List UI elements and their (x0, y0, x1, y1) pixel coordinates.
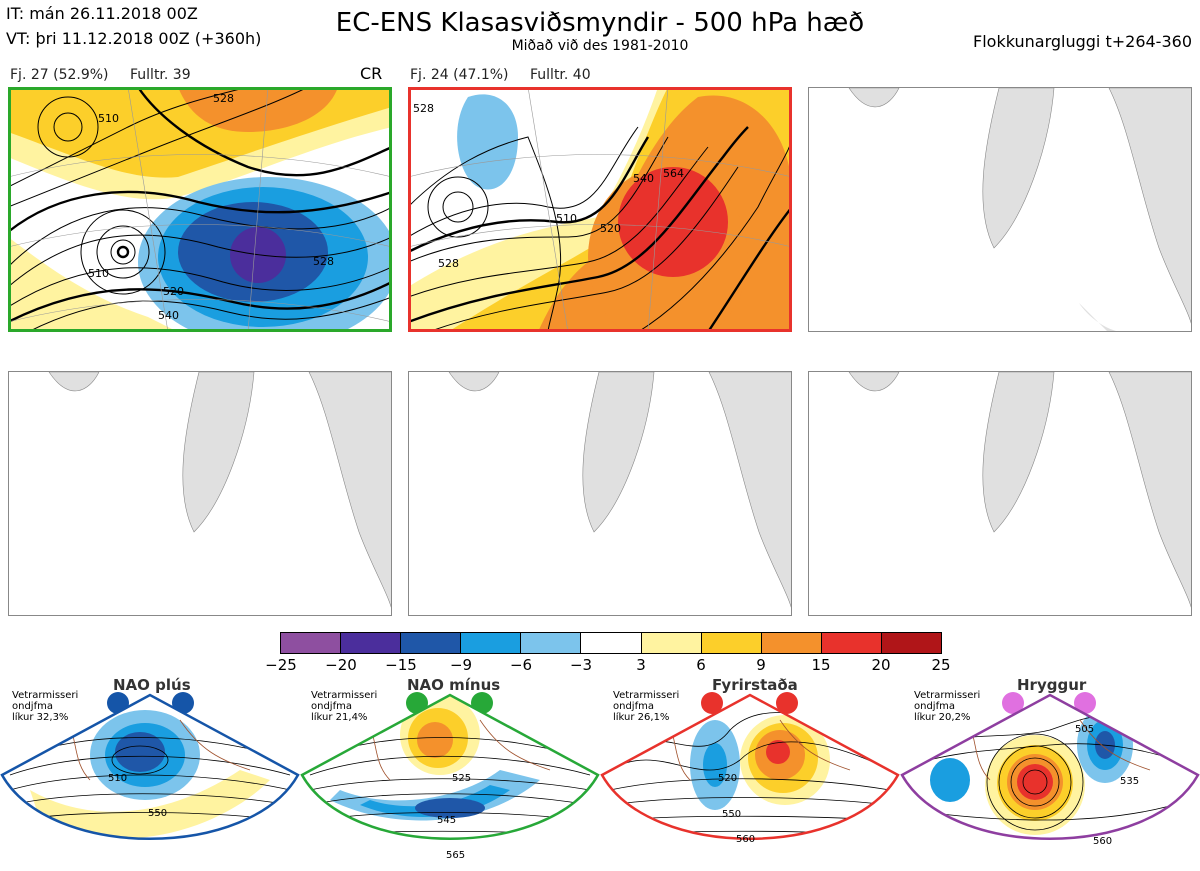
regime2-map: 525 545 565 (300, 693, 600, 861)
map-background (448, 372, 791, 608)
map-background (848, 372, 1191, 608)
colorbar-tick-label: −20 (325, 656, 357, 674)
valid-time: VT: þri 11.12.2018 00Z (+360h) (6, 29, 262, 48)
empty-map-panel (408, 371, 792, 616)
contour-label: 510 (556, 212, 577, 225)
colorbar-tick-label: −3 (569, 656, 593, 674)
colorbar-tick-label: 6 (696, 656, 706, 674)
colorbar-swatch (520, 633, 581, 653)
contour-label: 525 (452, 773, 471, 784)
contour-label: 520 (163, 285, 184, 298)
regime1-title: NAO plús (113, 676, 191, 694)
contour-label: 540 (158, 309, 179, 322)
colorbar-tick-label: 25 (931, 656, 951, 674)
regime4-marker (1074, 692, 1096, 714)
regime2-title: NAO mínus (407, 676, 501, 694)
cluster1-representative: Fulltr. 39 (130, 67, 191, 83)
regime2-probability: líkur 21,4% (311, 712, 368, 723)
colorbar-swatch (700, 633, 761, 653)
colorbar-swatch (460, 633, 521, 653)
colorbar-tick-label: −15 (385, 656, 417, 674)
colorbar-tick-label: 3 (636, 656, 646, 674)
cluster2-count: Fj. 24 (47.1%) (410, 67, 509, 83)
regime3-map: 520 550 560 (600, 693, 900, 845)
regime4-marker (1002, 692, 1024, 714)
regime1-probability: líkur 32,3% (12, 712, 69, 723)
colorbar-swatch (820, 633, 881, 653)
regime1-season: Vetrarmisseri (12, 690, 79, 701)
page-subtitle: Miðað við des 1981-2010 (511, 38, 689, 54)
empty-map-panel (808, 371, 1192, 616)
regime3-season: Vetrarmisseri (613, 690, 680, 701)
page-title: EC-ENS Klasasviðsmyndir - 500 hPa hæð (335, 8, 865, 38)
regime1-map: 510 550 (0, 693, 300, 840)
regime4-months: ondjfma (914, 701, 955, 712)
contour-label: 564 (663, 167, 684, 180)
contour-label: 565 (446, 850, 465, 861)
contour-label: 505 (1075, 724, 1094, 735)
colorbar-tick-label: 20 (871, 656, 891, 674)
map-background (48, 372, 391, 608)
anomaly-positive-strong (178, 87, 338, 132)
contour-label: 550 (722, 809, 741, 820)
regime4-title: Hryggur (1017, 676, 1087, 694)
classification-window: Flokkunargluggi t+264-360 (973, 32, 1192, 51)
colorbar-swatch (580, 633, 641, 653)
cluster1-regime-code: CR (360, 64, 383, 83)
regime3-marker (776, 692, 798, 714)
contour-label: 540 (633, 172, 654, 185)
anomaly-positive-light-south (8, 237, 178, 332)
regime1-months: ondjfma (12, 701, 53, 712)
anomaly-negative-light (457, 94, 518, 190)
map-background (848, 88, 1191, 331)
colorbar-tick-label: −6 (509, 656, 533, 674)
empty-map-panel (808, 87, 1192, 332)
colorbar-swatch (880, 633, 942, 653)
cluster2-map[interactable]: 528 510 520 540 564 528 (408, 87, 792, 332)
colorbar-swatch (281, 633, 341, 653)
colorbar-tick-label: 9 (756, 656, 766, 674)
colorbar-swatch (760, 633, 821, 653)
regime3-title: Fyrirstaða (712, 676, 798, 694)
regime4-map: 505 535 560 (900, 693, 1200, 847)
regime3-marker (701, 692, 723, 714)
regime4-season: Vetrarmisseri (914, 690, 981, 701)
regime3-months: ondjfma (613, 701, 654, 712)
cluster1-count: Fj. 27 (52.9%) (10, 67, 109, 83)
colorbar-tick-label: −25 (265, 656, 297, 674)
colorbar-tick-label: 15 (811, 656, 831, 674)
contour-label: 560 (736, 834, 755, 845)
initial-time: IT: mán 26.11.2018 00Z (6, 4, 198, 23)
contour-label: 510 (98, 112, 119, 125)
contour-label: 528 (313, 255, 334, 268)
anomaly-colorbar (280, 632, 942, 654)
contour-label: 528 (413, 102, 434, 115)
contour-label: 545 (437, 815, 456, 826)
cluster2-map-graphic: 528 510 520 540 564 528 (408, 87, 792, 332)
cluster2-representative: Fulltr. 40 (530, 67, 591, 83)
colorbar-swatch (400, 633, 461, 653)
empty-map-panel (8, 371, 392, 616)
regime4-probability: líkur 20,2% (914, 712, 971, 723)
regime2-months: ondjfma (311, 701, 352, 712)
cluster1-map-graphic: 510 528 540 520 510 528 (8, 87, 392, 332)
colorbar-tick-label: −9 (449, 656, 473, 674)
contour-label: 560 (1093, 836, 1112, 847)
regime3-probability: líkur 26,1% (613, 712, 670, 723)
contour-label: 528 (438, 257, 459, 270)
regime2-season: Vetrarmisseri (311, 690, 378, 701)
contour-label: 528 (213, 92, 234, 105)
colorbar-swatch (340, 633, 401, 653)
contour-label: 510 (108, 773, 127, 784)
contour-label: 550 (148, 808, 167, 819)
contour-label: 535 (1120, 776, 1139, 787)
contour-label: 520 (600, 222, 621, 235)
contour-label: 520 (718, 773, 737, 784)
contour-label: 510 (88, 267, 109, 280)
cluster1-map[interactable]: 510 528 540 520 510 528 (8, 87, 392, 332)
colorbar-swatch (640, 633, 701, 653)
